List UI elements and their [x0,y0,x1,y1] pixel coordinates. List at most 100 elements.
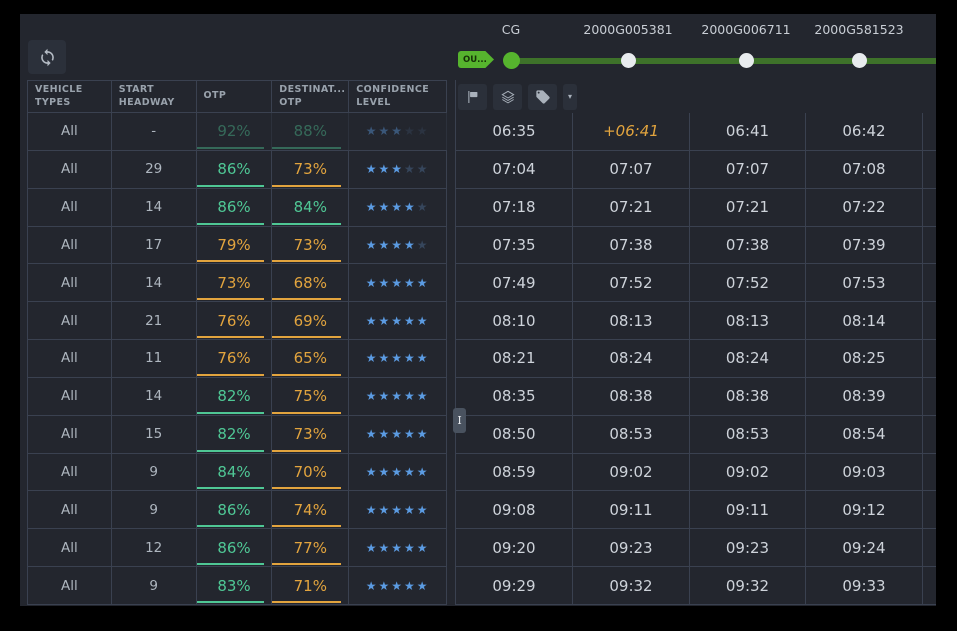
star-icon: ★ [416,427,430,442]
confidence-level-cell: ★ ★ ★ ★ ★ [349,340,447,377]
star-icon: ★ [378,540,392,555]
time-cell: 08:13 [690,302,806,340]
time-cell: 09:03 [806,453,923,491]
otp-cell: 86% [196,150,273,188]
column-header[interactable]: CONFIDENCE LEVEL [349,81,447,112]
otp-table-row[interactable]: All -92% 88% ★ ★ ★ ★ ★ [28,113,447,151]
star-icon: ★ [365,275,379,290]
route-stops-header: CG 2000G005381 2000G006711 2000G581523 [456,14,936,80]
otp-table-row[interactable]: All 17 79% 73% ★ ★ ★ ★ ★ [28,226,447,265]
star-icon: ★ [403,502,417,517]
app-window: VEHICLE TYPES START HEADWAY OTP DESTINAT...… [20,14,936,606]
otp-table-row[interactable]: All 12 86% 77% ★ ★ ★ ★ ★ [28,529,447,568]
vehicle-types-cell: All [28,188,112,226]
star-icon: ★ [391,313,404,328]
timetable-row[interactable]: 08:59 09:02 09:02 09:03 [456,453,936,492]
star-icon: ★ [365,124,379,139]
star-icon: ★ [403,540,417,555]
time-cell: 08:10 [456,302,573,340]
star-icon: ★ [416,124,430,139]
otp-table-row[interactable]: All 14 82% 75% ★ ★ ★ ★ ★ [28,377,447,416]
timetable-row[interactable]: 08:50 08:53 08:53 08:54 [456,415,936,454]
otp-table-row[interactable]: All 9 83% 71% ★ ★ ★ ★ ★ [28,567,447,605]
stop-label: 2000G581523 [814,22,904,37]
refresh-button[interactable] [28,40,66,74]
stop-dot[interactable] [738,53,754,68]
stop-dot[interactable] [851,53,867,68]
time-cell: 09:11 [690,491,806,529]
otp-table-header: VEHICLE TYPES START HEADWAY OTP DESTINAT...… [28,80,447,113]
otp-cell: 76% [196,302,273,340]
column-header[interactable]: DESTINAT... OTP [272,81,350,112]
otp-cell: 84% [196,453,273,491]
column-header[interactable]: OTP [197,81,273,112]
otp-table-row[interactable]: All 15 82% 73% ★ ★ ★ ★ ★ [28,415,447,454]
start-headway-cell: 12 [112,529,197,567]
otp-table-row[interactable]: All 11 76% 65% ★ ★ ★ ★ ★ [28,340,447,378]
timetable-row[interactable]: 09:29 09:32 09:32 09:33 [456,567,936,605]
star-icon: ★ [403,389,417,404]
otp-cell: 76% [196,340,273,377]
star-icon: ★ [416,578,430,593]
layers-icon [500,90,515,103]
panel-splitter-handle[interactable]: I [453,408,466,433]
timetable-row[interactable]: 07:35 07:38 07:38 07:39 [456,226,936,265]
origin-stop-dot[interactable] [502,52,520,69]
otp-table-row[interactable]: All 9 86% 74% ★ ★ ★ ★ ★ [28,491,447,530]
time-cell: 08:25 [806,340,923,377]
timetable-row[interactable]: 07:04 07:07 07:07 07:08 [456,150,936,189]
otp-cell: 73% [196,264,273,302]
stop-dot[interactable] [620,53,636,68]
otp-table-row[interactable]: All 29 86% 73% ★ ★ ★ ★ ★ [28,150,447,189]
timetable-row[interactable]: 08:10 08:13 08:13 08:14 [456,302,936,341]
tag-dropdown-caret[interactable]: ▾ [563,83,577,110]
otp-table-row[interactable]: All 21 76% 69% ★ ★ ★ ★ ★ [28,302,447,341]
timetable-row[interactable]: 09:08 09:11 09:11 09:12 [456,491,936,530]
vehicle-types-cell: All [28,415,112,453]
timetable-row[interactable]: 07:18 07:21 07:21 07:22 [456,188,936,227]
time-cell-partial [923,302,936,339]
flag-button[interactable] [458,83,487,110]
time-cell: 07:49 [456,264,573,302]
start-headway-cell: 9 [112,453,197,491]
star-icon: ★ [416,465,430,480]
destination-otp-cell: 73% [272,150,350,188]
vehicle-types-cell: All [28,113,112,150]
time-cell: 07:18 [456,188,573,226]
column-header[interactable]: START HEADWAY [112,81,197,112]
column-header[interactable]: VEHICLE TYPES [28,81,112,112]
start-headway-cell: 21 [112,302,197,340]
time-cell: 08:54 [806,415,923,453]
star-icon: ★ [378,275,392,290]
timetable-row[interactable]: 06:35 +06:41 06:41 06:42 [456,113,936,151]
otp-cell: 83% [196,567,273,604]
start-headway-cell: 29 [112,150,197,188]
time-cell: 08:50 [456,415,573,453]
time-cell: 07:07 [690,150,806,188]
star-icon: ★ [416,351,430,366]
start-headway-cell: 11 [112,340,197,377]
tag-button[interactable] [528,83,557,110]
time-cell: 09:23 [573,529,690,567]
star-icon: ★ [403,200,417,215]
timetable-row[interactable]: 08:35 08:38 08:38 08:39 [456,377,936,416]
star-icon: ★ [378,351,392,366]
layers-button[interactable] [493,83,522,110]
star-icon: ★ [378,162,392,177]
timetable-row[interactable]: 07:49 07:52 07:52 07:53 [456,264,936,303]
star-icon: ★ [365,465,379,480]
timetable-row[interactable]: 09:20 09:23 09:23 09:24 [456,529,936,568]
vehicle-types-cell: All [28,567,112,604]
star-icon: ★ [365,351,379,366]
time-cell: 08:14 [806,302,923,340]
timetable-row[interactable]: 08:21 08:24 08:24 08:25 [456,340,936,378]
otp-table-row[interactable]: All 14 86% 84% ★ ★ ★ ★ ★ [28,188,447,227]
confidence-level-cell: ★ ★ ★ ★ ★ [349,567,447,604]
otp-table-row[interactable]: All 9 84% 70% ★ ★ ★ ★ ★ [28,453,447,492]
direction-badge[interactable]: OU... [458,51,494,68]
star-icon: ★ [416,237,430,252]
flag-icon [467,90,477,103]
otp-table-row[interactable]: All 14 73% 68% ★ ★ ★ ★ ★ [28,264,447,303]
star-icon: ★ [416,313,430,328]
time-cell: 08:59 [456,453,573,491]
